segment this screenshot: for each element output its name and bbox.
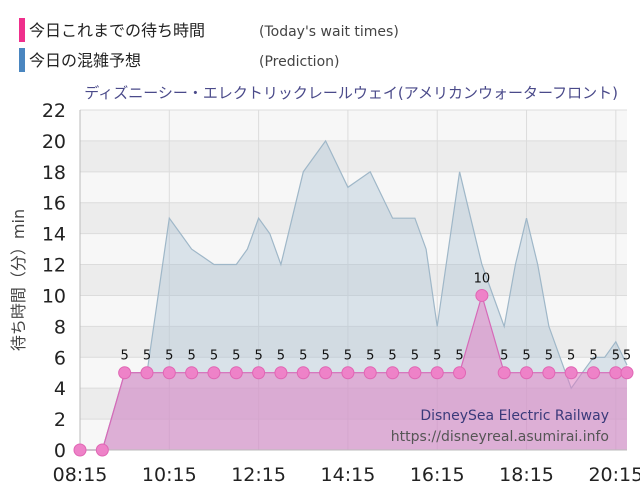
today-point: [118, 366, 132, 380]
y-tick-label: 12: [42, 255, 66, 277]
grid-band: [80, 202, 627, 234]
today-point: [587, 366, 601, 380]
y-tick-label: 20: [42, 131, 66, 153]
grid-band: [80, 264, 627, 296]
data-label: 5: [165, 349, 173, 364]
x-tick-label: 18:15: [499, 464, 554, 486]
x-tick-label: 16:15: [410, 464, 465, 486]
y-tick-label: 6: [54, 347, 66, 369]
data-label: 5: [121, 349, 129, 364]
today-point: [386, 366, 400, 380]
today-point: [162, 366, 176, 380]
data-label: 5: [388, 349, 396, 364]
data-label: 5: [612, 349, 620, 364]
today-point: [408, 366, 422, 380]
today-point: [453, 366, 467, 380]
data-label: 10: [474, 271, 491, 286]
today-point: [95, 443, 109, 457]
today-point: [296, 366, 310, 380]
data-label: 5: [187, 349, 195, 364]
x-tick-label: 20:15: [588, 464, 640, 486]
today-point: [609, 366, 623, 380]
credit-url: https://disneyreal.asumirai.info: [391, 429, 609, 445]
data-label: 5: [232, 349, 240, 364]
today-point: [564, 366, 578, 380]
data-label: 5: [143, 349, 151, 364]
y-tick-label: 14: [42, 224, 66, 246]
today-point: [319, 366, 333, 380]
y-axis-label: 待ち時間（分）min: [9, 209, 28, 351]
legend-sublabel-prediction: (Prediction): [259, 54, 339, 70]
data-label: 5: [589, 349, 597, 364]
data-label: 5: [299, 349, 307, 364]
prediction-line: [80, 139, 628, 451]
y-tick-label: 8: [54, 316, 66, 338]
x-tick-label: 10:15: [142, 464, 197, 486]
today-point: [274, 366, 288, 380]
today-point: [341, 366, 355, 380]
today-point: [497, 366, 511, 380]
plot-area: 0 2 4 6 8 10 12 14 16 18 20 22 08:15 10:15 12:15 14:15 1…: [42, 100, 640, 486]
grid-band: [80, 326, 627, 358]
legend-label-today: 今日これまでの待ち時間: [29, 21, 205, 40]
legend-sublabel-today: (Today's wait times): [259, 24, 399, 40]
data-label: 5: [545, 349, 553, 364]
data-label: 5: [411, 349, 419, 364]
data-label: 5: [623, 349, 631, 364]
y-tick-label: 2: [54, 409, 66, 431]
today-point: [229, 366, 243, 380]
today-point: [252, 366, 266, 380]
today-point: [430, 366, 444, 380]
grid-band: [80, 140, 627, 172]
x-tick-label: 14:15: [321, 464, 376, 486]
today-point: [475, 288, 489, 302]
data-label: 5: [321, 349, 329, 364]
legend-swatch-prediction: [19, 48, 25, 72]
y-tick-label: 18: [42, 162, 66, 184]
y-tick-label: 10: [42, 285, 66, 307]
today-point: [207, 366, 221, 380]
y-tick-label: 22: [42, 100, 66, 122]
legend-label-prediction: 今日の混雑予想: [29, 51, 141, 70]
legend-swatch-today: [19, 18, 25, 42]
today-point: [363, 366, 377, 380]
credit-name: DisneySea Electric Railway: [420, 408, 609, 424]
data-label: 5: [567, 349, 575, 364]
today-point: [185, 366, 199, 380]
data-label: 5: [210, 349, 218, 364]
today-point: [542, 366, 556, 380]
data-label: 5: [344, 349, 352, 364]
data-label: 5: [433, 349, 441, 364]
data-label: 5: [254, 349, 262, 364]
y-tick-label: 16: [42, 193, 66, 215]
today-point: [73, 443, 87, 457]
data-label: 5: [277, 349, 285, 364]
x-tick-label: 08:15: [53, 464, 108, 486]
today-point: [620, 366, 634, 380]
data-label: 5: [455, 349, 463, 364]
data-label: 5: [500, 349, 508, 364]
y-tick-label: 0: [54, 440, 66, 462]
chart-title: ディズニーシー・エレクトリックレールウェイ(アメリカンウォーターフロント): [84, 84, 618, 102]
data-label: 5: [522, 349, 530, 364]
data-label: 5: [366, 349, 374, 364]
y-tick-label: 4: [54, 378, 66, 400]
x-tick-label: 12:15: [231, 464, 286, 486]
today-point: [140, 366, 154, 380]
today-point: [520, 366, 534, 380]
